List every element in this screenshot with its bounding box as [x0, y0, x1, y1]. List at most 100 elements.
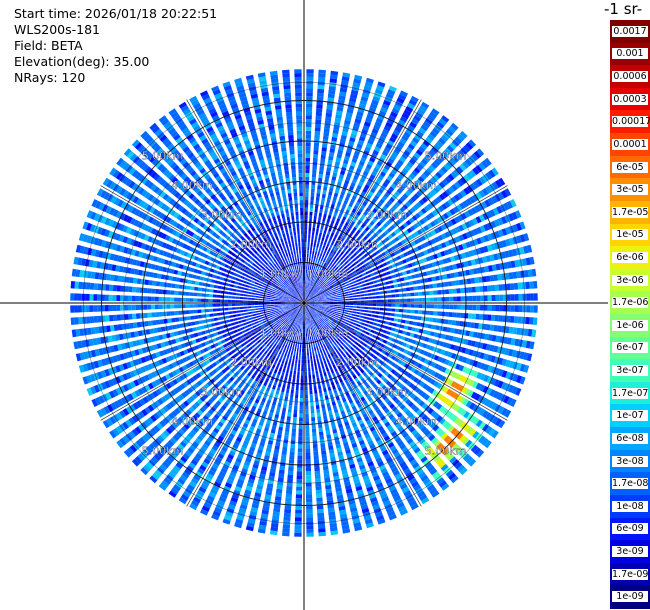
ppi-cell — [413, 377, 419, 383]
ppi-cell — [380, 303, 384, 307]
ppi-cell — [304, 230, 307, 235]
ppi-cell — [319, 244, 323, 249]
ppi-cell — [418, 127, 427, 135]
ppi-cell — [397, 141, 405, 148]
ppi-cell — [317, 309, 321, 312]
ppi-cell — [469, 428, 477, 437]
ppi-cell — [497, 357, 504, 365]
ppi-cell — [504, 214, 511, 223]
ppi-cell — [325, 264, 329, 268]
ppi-cell — [430, 379, 436, 385]
ppi-cell — [440, 375, 447, 382]
ppi-cell — [460, 189, 467, 197]
ppi-cell — [305, 126, 312, 131]
ppi-cell — [304, 273, 306, 277]
ppi-cell — [389, 342, 395, 348]
ppi-cell — [359, 287, 364, 291]
ppi-cell — [434, 227, 440, 234]
ppi-cell — [306, 513, 313, 518]
ppi-cell — [387, 234, 393, 240]
ppi-cell — [347, 247, 352, 252]
ppi-cell — [463, 338, 469, 345]
ppi-cell — [430, 304, 434, 309]
ppi-cell — [358, 247, 363, 252]
ppi-cell — [313, 271, 316, 275]
ppi-cell — [306, 288, 308, 293]
ppi-cell — [494, 230, 501, 239]
ppi-cell — [314, 134, 320, 140]
ppi-cell — [479, 314, 484, 320]
ppi-cell — [288, 377, 292, 382]
ppi-cell — [295, 505, 302, 510]
ppi-cell — [316, 108, 323, 113]
ppi-cell — [331, 281, 336, 285]
ppi-cell — [330, 303, 334, 305]
ppi-cell — [400, 277, 405, 282]
ppi-cell — [306, 298, 310, 302]
ppi-cell — [427, 191, 434, 199]
ppi-cell — [313, 358, 316, 363]
ppi-cell — [450, 344, 456, 350]
ppi-cell — [312, 227, 316, 232]
ppi-cell — [349, 185, 355, 191]
ppi-cell — [379, 208, 385, 215]
ppi-cell — [391, 263, 397, 268]
ppi-cell — [453, 345, 459, 352]
ppi-cell — [310, 282, 313, 287]
ppi-cell — [370, 272, 375, 277]
ppi-cell — [346, 205, 352, 211]
ppi-cell — [413, 231, 420, 237]
ppi-cell — [407, 143, 415, 150]
ppi-cell — [439, 405, 446, 413]
ppi-cell — [400, 232, 406, 238]
ppi-cell — [292, 343, 295, 348]
ppi-cell — [420, 243, 426, 249]
ppi-cell — [332, 269, 336, 274]
ppi-cell — [351, 277, 356, 281]
ppi-cell — [411, 261, 417, 267]
ppi-cell — [457, 419, 464, 427]
ppi-cell — [313, 146, 319, 151]
ppi-cell — [321, 307, 326, 309]
ppi-cell — [497, 406, 505, 414]
ppi-cell — [344, 294, 349, 297]
ppi-cell — [277, 383, 282, 388]
ppi-cell — [383, 345, 389, 350]
ppi-cell — [414, 212, 421, 219]
ppi-cell — [484, 157, 492, 166]
ppi-cell — [344, 245, 349, 250]
ppi-cell — [314, 466, 320, 472]
ppi-cell — [297, 344, 300, 348]
ppi-cell — [504, 272, 510, 280]
ppi-cell — [416, 348, 422, 354]
ppi-cell — [408, 320, 414, 325]
ppi-cell — [282, 348, 286, 353]
ppi-cell — [304, 359, 307, 364]
ppi-cell — [336, 244, 341, 249]
ppi-cell — [363, 210, 369, 216]
ppi-cell — [383, 99, 391, 106]
ppi-cell — [290, 447, 295, 452]
ppi-cell — [313, 297, 318, 300]
ppi-cell — [387, 366, 393, 372]
ppi-cell — [409, 158, 416, 165]
ppi-cell — [431, 389, 438, 397]
ppi-cell — [307, 277, 310, 282]
ppi-cell — [307, 359, 310, 364]
ppi-cell — [329, 257, 333, 262]
ppi-cell — [459, 434, 467, 443]
ppi-cell — [377, 341, 382, 346]
ppi-cell — [464, 348, 470, 355]
ppi-cell — [504, 348, 510, 356]
ppi-cell — [416, 252, 422, 258]
ppi-cell — [348, 308, 353, 311]
ppi-cell — [323, 128, 330, 133]
ppi-cell — [343, 159, 349, 165]
ppi-cell — [306, 490, 312, 495]
ppi-cell — [426, 377, 433, 383]
ppi-cell — [380, 107, 388, 114]
ppi-cell — [377, 283, 382, 287]
ppi-cell — [447, 281, 453, 287]
ppi-cell — [417, 210, 424, 217]
ppi-cell — [399, 138, 407, 145]
